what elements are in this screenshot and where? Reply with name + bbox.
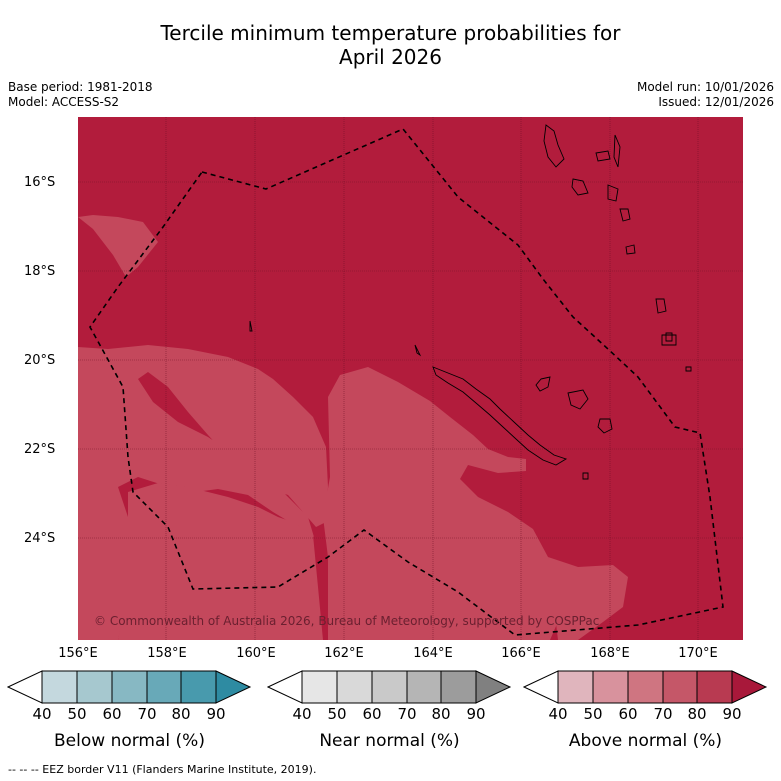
vanuatu-malekula	[571, 178, 589, 196]
lat-label-16s: 16°S	[24, 175, 56, 190]
lat-label-22s: 22°S	[24, 442, 56, 457]
colorbar-below-label: Below normal (%)	[54, 731, 205, 751]
colorbar-above-bin-5	[696, 670, 733, 704]
vanuatu-island-3	[613, 134, 621, 168]
colorbar-near-bin-4	[406, 670, 442, 704]
probability-field-lower-central	[323, 367, 560, 640]
chart-title-line1: Tercile minimum temperature probabilitie…	[160, 21, 621, 45]
colorbar-above-tick: 80	[687, 705, 707, 723]
loyalty-island-2	[567, 389, 589, 410]
colorbar-near-tick: 80	[431, 705, 451, 723]
colorbar-below-bin-2	[76, 670, 113, 704]
base-period: Base period: 1981-2018	[8, 80, 153, 94]
probability-field-lower-south	[78, 345, 328, 640]
colorbar-below-tick: 70	[137, 705, 157, 723]
model-run: Model run: 10/01/2026	[636, 80, 774, 94]
colorbar-above-bin-2	[592, 670, 629, 704]
vanuatu-tanna	[665, 332, 673, 342]
colorbar-near-tick: 50	[327, 705, 347, 723]
colorbar-below-bin-3	[111, 670, 148, 704]
colorbar-above-tick: 60	[618, 705, 638, 723]
vanuatu-efate	[619, 208, 631, 222]
lon-label-166e: 166°E	[501, 646, 541, 661]
colorbar-above-normal	[523, 670, 768, 704]
lon-label-160e: 160°E	[236, 646, 276, 661]
map-gridlines	[78, 117, 743, 640]
colorbar-near-tick: 60	[362, 705, 382, 723]
colorbar-above-tick: 40	[548, 705, 568, 723]
matthew-island	[685, 366, 692, 372]
colorbar-near-bin-2	[336, 670, 373, 704]
vanuatu-island-4	[607, 184, 619, 202]
lon-label-156e: 156°E	[58, 646, 98, 661]
colorbar-below-normal	[7, 670, 252, 704]
lat-label-18s: 18°S	[24, 264, 56, 279]
lon-label-164e: 164°E	[413, 646, 453, 661]
colorbar-below-bin-1	[41, 670, 78, 704]
colorbar-below-tick: 50	[67, 705, 87, 723]
vanuatu-island-5	[625, 244, 636, 255]
meta-right: Model run: 10/01/2026 Issued: 12/01/2026	[637, 80, 774, 110]
chesterfield-reef	[249, 320, 253, 332]
colorbar-below-tick: 40	[32, 705, 52, 723]
colorbar-above-bin-3	[627, 670, 664, 704]
lon-label-170e: 170°E	[678, 646, 718, 661]
lat-label-20s: 20°S	[24, 353, 56, 368]
eez-border	[89, 128, 724, 636]
colorbar-below-tick: 90	[206, 705, 226, 723]
vanuatu-island-2	[595, 150, 611, 162]
map-copyright: © Commonwealth of Australia 2026, Bureau…	[94, 614, 600, 628]
issued-date: Issued: 12/01/2026	[658, 95, 774, 109]
colorbar-near-tick: 70	[397, 705, 417, 723]
colorbar-near-label: Near normal (%)	[319, 731, 460, 751]
colorbar-near-bin-3	[371, 670, 408, 704]
colorbar-near-normal	[267, 670, 512, 704]
map-panel	[78, 117, 743, 640]
chart-title-line2: April 2026	[339, 45, 442, 69]
probability-field-lower-southeast	[548, 557, 628, 640]
isle-of-pines	[582, 472, 589, 480]
colorbar-near-tick: 40	[292, 705, 312, 723]
vanuatu-erromango	[655, 298, 667, 314]
probability-field-lower-east	[413, 509, 476, 547]
colorbar-above-extend-high	[731, 670, 768, 704]
colorbar-above-bin-4	[662, 670, 698, 704]
colorbar-below-bin-4	[146, 670, 182, 704]
model-name: Model: ACCESS-S2	[8, 95, 120, 109]
colorbar-below-extend-high	[215, 670, 252, 704]
loyalty-island-3	[597, 418, 613, 434]
colorbar-near-tick: 90	[466, 705, 486, 723]
colorbar-below-tick: 60	[102, 705, 122, 723]
lon-label-162e: 162°E	[324, 646, 364, 661]
colorbar-above-bin-1	[557, 670, 594, 704]
colorbar-below-bin-5	[180, 670, 217, 704]
lat-label-24s: 24°S	[24, 531, 56, 546]
meta-left: Base period: 1981-2018 Model: ACCESS-S2	[8, 80, 153, 110]
vanuatu-espiritu-santo	[543, 124, 565, 168]
colorbar-above-tick: 50	[583, 705, 603, 723]
map-svg	[78, 117, 743, 640]
colorbar-near-extend-low	[267, 670, 303, 704]
new-caledonia-outline	[432, 366, 568, 466]
vanuatu-aneityum	[661, 334, 677, 346]
colorbar-near-bin-1	[301, 670, 338, 704]
loyalty-island-1	[535, 376, 551, 392]
colorbar-below-tick: 80	[171, 705, 191, 723]
colorbar-above-extend-low	[523, 670, 559, 704]
colorbar-near-bin-5	[440, 670, 477, 704]
colorbar-above-label: Above normal (%)	[568, 731, 723, 751]
probability-field-lower-southwest	[118, 483, 323, 640]
colorbar-near-extend-high	[475, 670, 512, 704]
lon-label-158e: 158°E	[147, 646, 187, 661]
lon-label-168e: 168°E	[590, 646, 630, 661]
colorbar-below-extend-low	[7, 670, 43, 704]
colorbar-above-tick: 70	[653, 705, 673, 723]
eez-border-legend: -- -- -- EEZ border V11 (Flanders Marine…	[8, 763, 317, 776]
belep-islands	[414, 344, 422, 357]
colorbar-above-tick: 90	[722, 705, 742, 723]
